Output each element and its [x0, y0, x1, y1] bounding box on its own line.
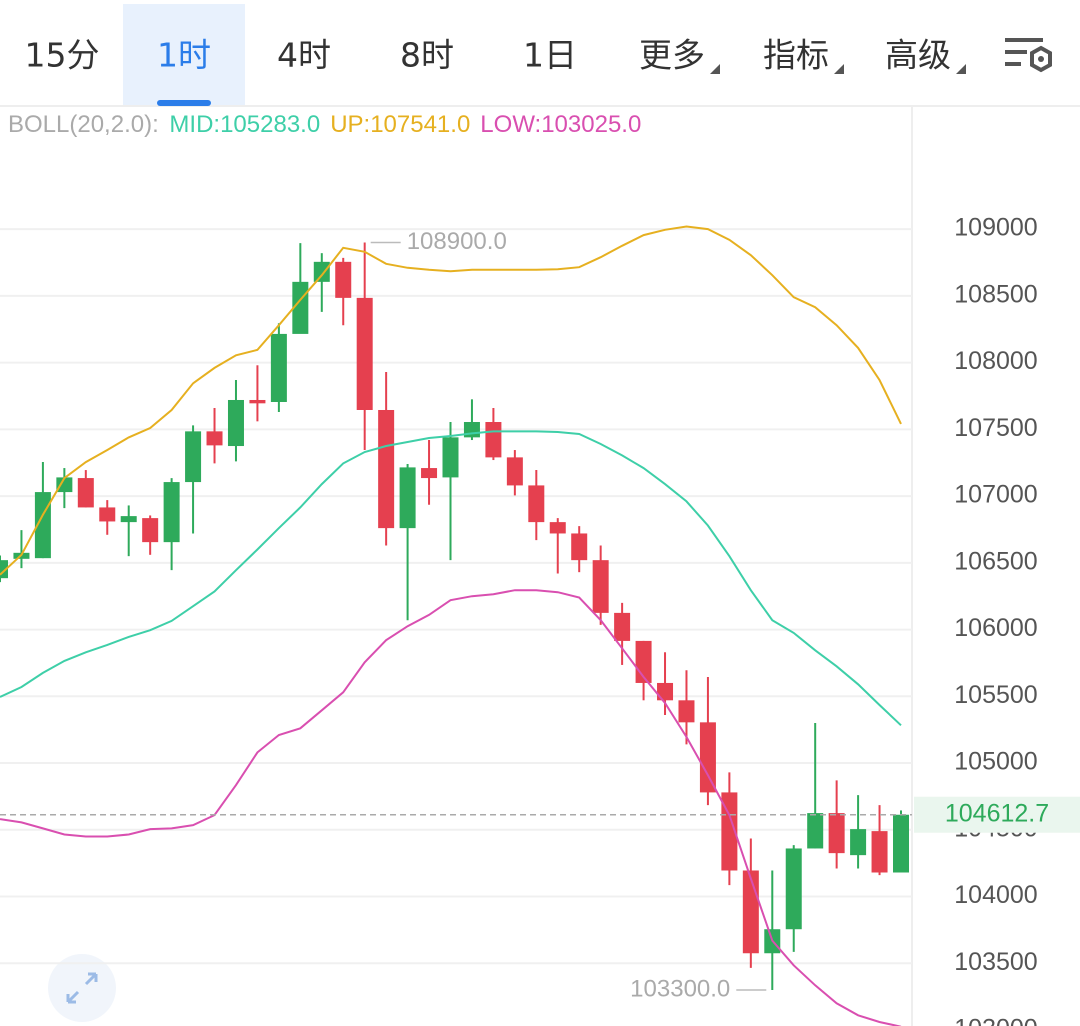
- candle-body: [56, 477, 73, 493]
- tab[interactable]: 更多: [639, 36, 705, 75]
- candle-body: [399, 467, 416, 529]
- candle-body: [227, 399, 244, 447]
- high-note: 108900.0: [407, 228, 507, 255]
- y-tick-label: 104000: [954, 881, 1037, 909]
- candle-body: [893, 814, 909, 873]
- tab[interactable]: 指标: [763, 36, 829, 75]
- candle-body: [699, 722, 716, 793]
- candle-body: [77, 478, 94, 508]
- candle-body: [421, 468, 438, 479]
- tab[interactable]: 8时: [400, 36, 454, 75]
- candle-body: [657, 682, 674, 701]
- candle-body: [549, 522, 566, 534]
- candle-body: [163, 482, 180, 543]
- candle-body: [442, 437, 459, 478]
- candle-body: [828, 813, 845, 854]
- y-tick-label: 106500: [954, 547, 1037, 575]
- dropdown-arrow: [956, 64, 966, 74]
- y-tick-label: 103000: [954, 1015, 1037, 1026]
- candle-body: [678, 700, 695, 723]
- candle-body: [206, 431, 223, 446]
- candle-body: [742, 870, 759, 954]
- boll-line: [0, 589, 902, 1026]
- y-tick-label: 105500: [954, 681, 1037, 709]
- last-price-label: 104612.7: [945, 799, 1049, 827]
- indicator-legend: BOLL(20,2.0): MID:105283.0 UP:107541.0 LOW…: [8, 111, 641, 138]
- legend-entry: MID:105283.0: [169, 111, 320, 138]
- tab[interactable]: 15分: [25, 36, 100, 75]
- legend-entry: LOW:103025.0: [480, 111, 641, 138]
- legend-entry: UP:107541.0: [330, 111, 470, 138]
- candle-body: [785, 848, 802, 930]
- settings-icon[interactable]: [1005, 38, 1052, 73]
- candle-body: [528, 485, 545, 523]
- tab[interactable]: 1日: [523, 36, 577, 75]
- boll-line: [0, 225, 902, 576]
- dropdown-arrow: [710, 64, 720, 74]
- candle-body: [592, 560, 609, 613]
- tab[interactable]: 1时: [157, 36, 211, 75]
- candle-body: [249, 399, 266, 404]
- candle-body: [506, 457, 523, 486]
- candle-body: [356, 297, 373, 410]
- candle-body: [99, 507, 116, 522]
- expand-button[interactable]: [48, 954, 116, 1022]
- candle-body: [485, 422, 502, 458]
- y-tick-label: 107500: [954, 414, 1037, 442]
- y-tick-label: 105000: [954, 748, 1037, 776]
- indicator-name: BOLL(20,2.0):: [8, 111, 159, 138]
- candle-body: [120, 516, 137, 523]
- candle-body: [335, 261, 352, 298]
- plot: [0, 225, 909, 1026]
- y-tick-label: 106000: [954, 614, 1037, 642]
- last-price-box: [914, 796, 1080, 833]
- candle-body: [0, 560, 8, 579]
- tab-selected-bg: [123, 4, 245, 105]
- candle-body: [721, 792, 738, 871]
- candle-body: [142, 518, 159, 543]
- candle-body: [571, 533, 588, 561]
- candle-body: [807, 813, 824, 849]
- y-tick-label: 108500: [954, 280, 1037, 308]
- tab[interactable]: 高级: [885, 36, 951, 75]
- y-tick-label: 107000: [954, 481, 1037, 509]
- candle-body: [850, 829, 867, 856]
- y-tick-label: 103500: [954, 948, 1037, 976]
- candle-body: [185, 431, 202, 483]
- candle-body: [270, 333, 287, 402]
- candle-body: [313, 261, 330, 282]
- dropdown-arrow: [834, 64, 844, 74]
- y-tick-label: 109000: [954, 214, 1037, 242]
- tab-underline: [157, 100, 211, 106]
- boll-line: [0, 430, 902, 727]
- low-note: 103300.0: [630, 975, 730, 1002]
- y-tick-label: 108000: [954, 347, 1037, 375]
- candle-body: [871, 831, 888, 873]
- candle-body: [614, 612, 631, 641]
- tab[interactable]: 4时: [277, 36, 331, 75]
- candle-body: [378, 409, 395, 529]
